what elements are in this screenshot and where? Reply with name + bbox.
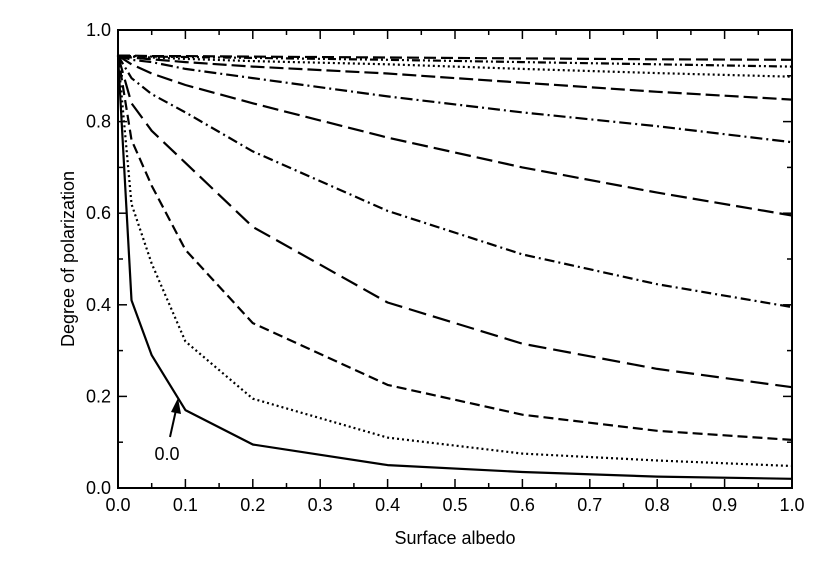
x-tick-label: 0.3 [308,495,333,515]
annotation-label-0-0: 0.0 [154,444,179,464]
x-tick-label: 0.9 [712,495,737,515]
y-tick-label: 1.0 [86,20,111,40]
plot-lines [116,54,793,480]
annotation-group: 0.0 [154,398,181,464]
tick-labels: 0.0 0.1 0.2 0.3 0.4 0.5 0.6 0.7 0.8 0.9 1.0 0.0 0.2 0… [86,20,805,515]
series-line-4 [116,55,793,389]
series-line-11 [118,54,793,61]
series-line-2 [116,55,793,468]
series-line-3 [116,55,793,441]
series-line-6 [117,54,793,217]
x-axis-title: Surface albedo [394,528,515,548]
y-tick-label: 0.4 [86,295,111,315]
annotation-arrow [169,409,177,438]
series-line-9 [117,54,793,78]
annotation-arrowhead [171,398,181,414]
series-line-5 [117,55,793,309]
y-tick-label: 0.8 [86,112,111,132]
plot-frame [117,29,793,489]
x-tick-label: 0.6 [510,495,535,515]
series-line-10 [117,54,793,68]
x-tick-label: 0.4 [375,495,400,515]
series-line-8 [117,54,793,101]
x-tick-label: 0.2 [240,495,265,515]
x-tick-label: 1.0 [779,495,804,515]
x-tick-label: 0.5 [442,495,467,515]
y-tick-label: 0.0 [86,478,111,498]
y-tick-label: 0.2 [86,386,111,406]
axis-ticks [117,29,793,489]
y-axis-title: Degree of polarization [58,171,78,347]
x-tick-label: 0.7 [577,495,602,515]
series-line-7 [117,54,793,144]
x-tick-label: 0.0 [105,495,130,515]
y-tick-label: 0.6 [86,203,111,223]
x-tick-label: 0.1 [173,495,198,515]
series-line-1 [116,55,793,480]
x-tick-label: 0.8 [645,495,670,515]
